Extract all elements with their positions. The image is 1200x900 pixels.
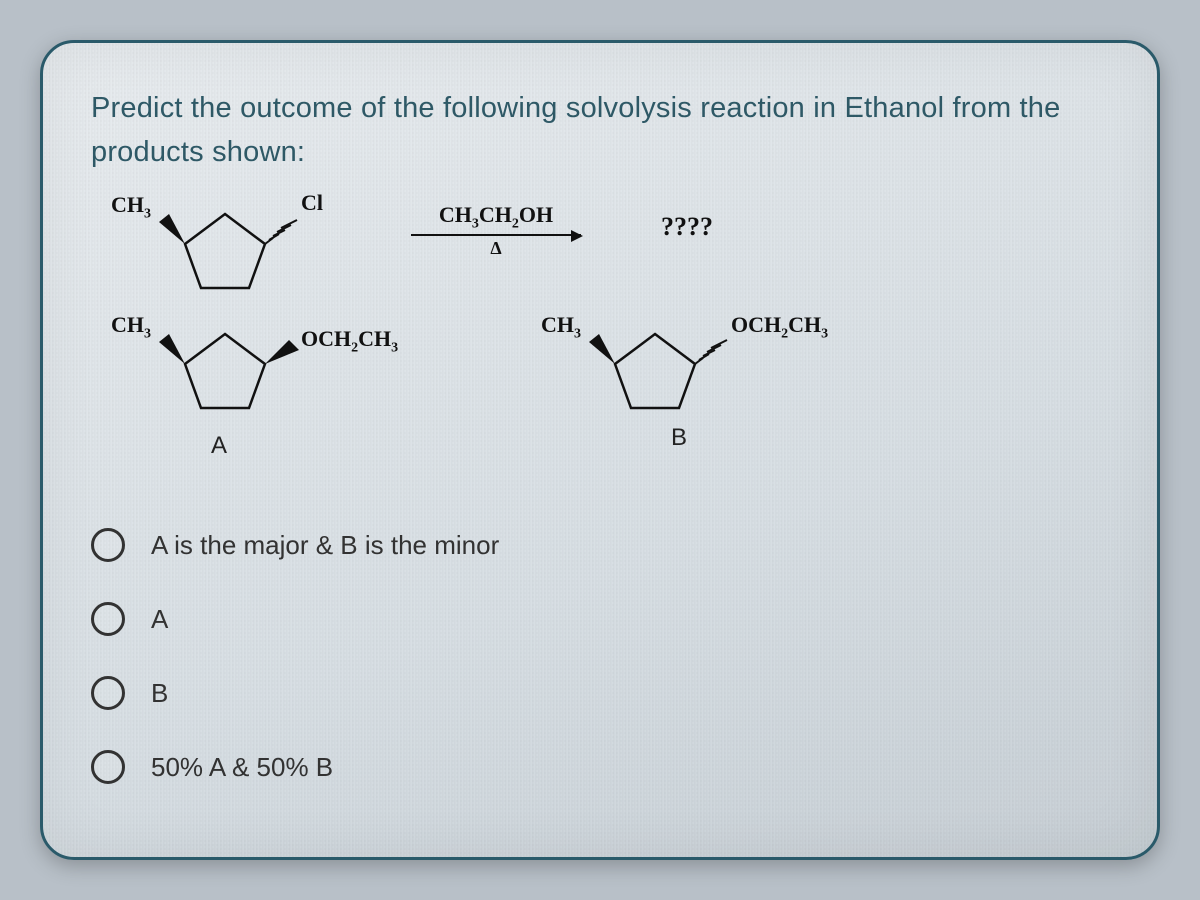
product-b-left-label: CH3 <box>541 312 581 342</box>
option-label: 50% A & 50% B <box>151 752 333 783</box>
reaction-diagram: CH3 Cl CH3CH2OH Δ ???? CH3 OCH2CH3 <box>91 208 1109 488</box>
arrow-delta-icon: Δ <box>411 238 581 259</box>
product-a-right-label: OCH2CH3 <box>301 326 398 356</box>
option-row[interactable]: 50% A & 50% B <box>91 750 1109 784</box>
option-row[interactable]: A <box>91 602 1109 636</box>
question-text: Predict the outcome of the following sol… <box>91 87 1109 174</box>
product-b-right-label: OCH2CH3 <box>731 312 828 342</box>
unknown-product-marker: ???? <box>661 212 713 242</box>
reaction-arrow: CH3CH2OH Δ <box>411 202 581 259</box>
option-label: A <box>151 604 168 635</box>
product-b-label: B <box>671 424 687 452</box>
start-right-label: Cl <box>301 190 323 216</box>
option-row[interactable]: A is the major & B is the minor <box>91 528 1109 562</box>
answer-options: A is the major & B is the minor A B 50% … <box>91 528 1109 784</box>
option-label: B <box>151 678 168 709</box>
product-a-label: A <box>211 432 227 460</box>
cyclopentane-ring-icon <box>611 328 699 412</box>
radio-icon[interactable] <box>91 602 125 636</box>
product-a: CH3 OCH2CH3 <box>181 328 269 412</box>
radio-icon[interactable] <box>91 676 125 710</box>
option-row[interactable]: B <box>91 676 1109 710</box>
radio-icon[interactable] <box>91 750 125 784</box>
option-label: A is the major & B is the minor <box>151 530 499 561</box>
question-card: Predict the outcome of the following sol… <box>40 40 1160 860</box>
arrow-reagent-label: CH3CH2OH <box>411 202 581 232</box>
start-left-label: CH3 <box>111 192 151 222</box>
cyclopentane-ring-icon <box>181 208 269 292</box>
starting-material: CH3 Cl <box>181 208 269 292</box>
product-a-left-label: CH3 <box>111 312 151 342</box>
radio-icon[interactable] <box>91 528 125 562</box>
product-b: CH3 OCH2CH3 <box>611 328 699 412</box>
cyclopentane-ring-icon <box>181 328 269 412</box>
